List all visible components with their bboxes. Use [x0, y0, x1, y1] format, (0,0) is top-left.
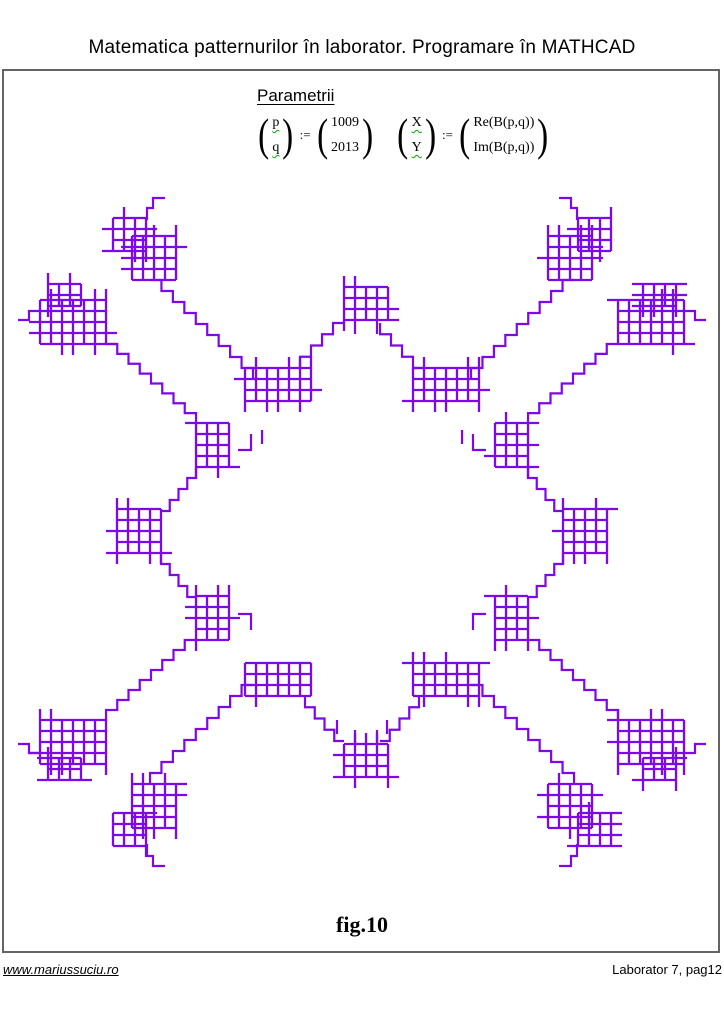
left-paren: (: [316, 109, 328, 160]
page-title: Matematica patternurilor în laborator. P…: [88, 37, 636, 58]
right-paren: ): [362, 109, 374, 160]
assign-operator: :=: [442, 127, 453, 142]
left-paren: (: [459, 109, 471, 160]
parameter-definitions: ( p q ) := ( 1009 2013 ) ( X Y ) := (: [256, 110, 551, 160]
assign-operator: :=: [299, 127, 311, 142]
param-x: X: [411, 115, 422, 130]
website-link[interactable]: www.mariussuciu.ro: [3, 962, 119, 977]
param-p-value: 1009: [330, 115, 359, 130]
vector-xy-lhs: X Y: [411, 115, 423, 155]
content-frame: [2, 69, 720, 953]
param-y-value: Im(B(p,q)): [473, 140, 535, 155]
right-paren: ): [537, 109, 549, 160]
param-q: q: [272, 140, 280, 155]
vector-pq-lhs: p q: [271, 115, 280, 155]
parameters-heading: Parametrii: [257, 86, 335, 105]
right-paren: ): [282, 109, 294, 160]
parameter-definition-xy: ( X Y ) := ( Re(B(p,q)) Im(B(p,q)) ): [395, 110, 550, 160]
vector-xy-rhs: Re(B(p,q)) Im(B(p,q)): [472, 115, 535, 155]
param-y: Y: [411, 140, 422, 155]
figure-caption: fig.10: [336, 912, 388, 937]
left-paren: (: [258, 109, 270, 160]
parameter-definition-pq: ( p q ) := ( 1009 2013 ): [256, 110, 375, 160]
vector-pq-rhs: 1009 2013: [330, 115, 360, 155]
param-p: p: [272, 115, 280, 130]
right-paren: ): [424, 109, 436, 160]
param-q-value: 2013: [330, 140, 359, 155]
left-paren: (: [397, 109, 409, 160]
param-x-value: Re(B(p,q)): [473, 115, 535, 130]
page-label: Laborator 7, pag12: [612, 962, 722, 977]
